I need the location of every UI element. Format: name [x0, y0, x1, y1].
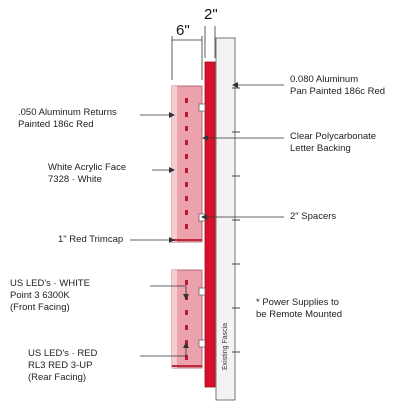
aluminum-pan: [204, 61, 216, 388]
upper-letter-face: [172, 86, 177, 242]
dimension-2in: [204, 26, 216, 58]
dimension-6in-label: 6": [176, 22, 190, 39]
dimension-6in: [171, 36, 203, 80]
lower-spacer-top: [198, 287, 206, 296]
dimension-2in-label: 2": [204, 6, 218, 23]
upper-led-dots: [185, 98, 188, 229]
label-trimcap: 1" Red Trimcap: [58, 234, 124, 245]
label-spacers: 2" Spacers: [290, 211, 337, 222]
upper-spacer-top: [198, 103, 206, 112]
label-aluminum-pan: 0.080 Aluminum Pan Painted 186c Red: [290, 74, 386, 97]
leader-arrowheads: [169, 82, 238, 348]
label-led-white: US LED's · WHITE Point 3 6300K (Front Fa…: [10, 278, 90, 313]
leader-lines: [130, 84, 284, 357]
label-existing-fascia: Existing Fascia: [222, 322, 229, 370]
existing-fascia: [215, 37, 236, 401]
label-polycarbonate: Clear Polycarbonate Letter Backing: [290, 131, 377, 154]
label-aluminum-returns: .050 Aluminum Returns Painted 186c Red: [18, 107, 117, 130]
lower-spacer-bottom: [198, 339, 206, 348]
label-acrylic-face: White Acrylic Face 7328 · White: [48, 162, 127, 185]
fascia-fasteners: [232, 87, 240, 353]
lower-letter-face: [172, 270, 177, 368]
label-led-red: US LED's · RED RL3 RED 3-UP (Rear Facing…: [28, 348, 98, 383]
label-power-supplies: * Power Supplies to be Remote Mounted: [256, 297, 343, 320]
